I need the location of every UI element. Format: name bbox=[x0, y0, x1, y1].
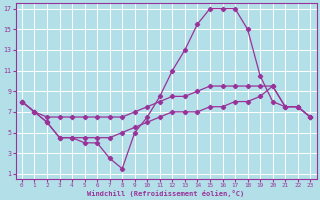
X-axis label: Windchill (Refroidissement éolien,°C): Windchill (Refroidissement éolien,°C) bbox=[87, 190, 245, 197]
